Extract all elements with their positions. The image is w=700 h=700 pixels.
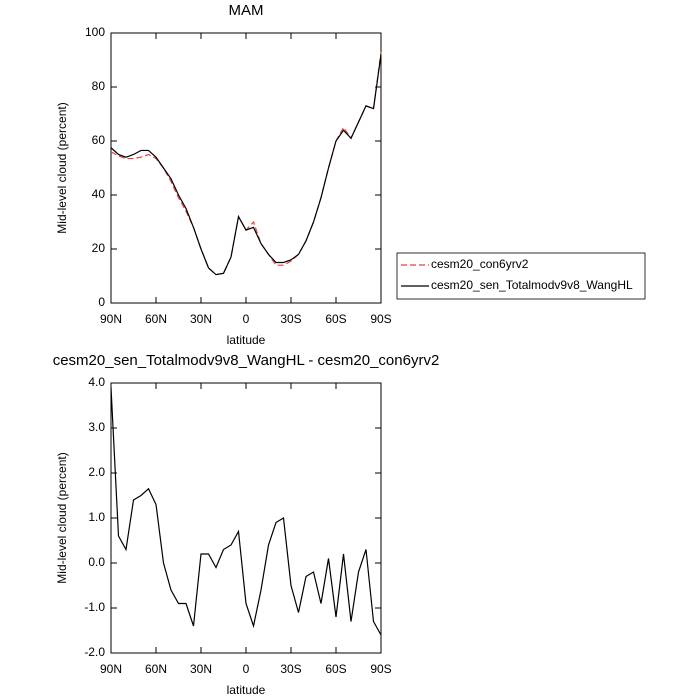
x-tick-label: 60S [325, 662, 346, 676]
x-axis-label: latitude [227, 683, 266, 697]
x-tick-label: 30N [190, 662, 212, 676]
series-line [110, 387, 382, 636]
y-tick-label: -1.0 [84, 600, 105, 614]
x-tick-label: 0 [243, 662, 250, 676]
y-tick-label: 80 [92, 79, 106, 93]
y-tick-label: 2.0 [88, 465, 105, 479]
x-tick-label: 90S [370, 312, 391, 326]
x-tick-label: 30S [280, 312, 301, 326]
y-tick-label: 1.0 [88, 510, 105, 524]
x-axis-label: latitude [227, 333, 266, 347]
series-line [110, 54, 382, 276]
y-tick-label: 3.0 [88, 420, 105, 434]
y-tick-label: 4.0 [88, 375, 105, 389]
x-tick-label: 30S [280, 662, 301, 676]
x-tick-label: 30N [190, 312, 212, 326]
legend-label: cesm20_sen_Totalmodv9v8_WangHL [431, 278, 633, 292]
y-axis-label: Mid-level cloud (percent) [55, 102, 69, 233]
series-line [110, 51, 382, 276]
y-tick-label: 20 [92, 241, 106, 255]
x-tick-label: 0 [243, 312, 250, 326]
plot-frame [110, 32, 382, 304]
y-tick-label: 100 [85, 25, 105, 39]
x-tick-label: 60N [145, 662, 167, 676]
chart-title: cesm20_sen_Totalmodv9v8_WangHL - cesm20_… [53, 352, 440, 369]
y-tick-label: 0 [98, 295, 105, 309]
legend-label: cesm20_con6yrv2 [431, 257, 529, 271]
legend-box [396, 252, 646, 300]
chart-title: MAM [229, 2, 264, 19]
x-tick-label: 60N [145, 312, 167, 326]
y-tick-label: -2.0 [84, 645, 105, 659]
x-tick-label: 90S [370, 662, 391, 676]
y-tick-label: 0.0 [88, 555, 105, 569]
x-tick-label: 90N [100, 312, 122, 326]
y-tick-label: 60 [92, 133, 106, 147]
y-tick-label: 40 [92, 187, 106, 201]
y-axis-label: Mid-level cloud (percent) [55, 452, 69, 583]
x-tick-label: 60S [325, 312, 346, 326]
plot-frame [110, 382, 382, 654]
x-tick-label: 90N [100, 662, 122, 676]
